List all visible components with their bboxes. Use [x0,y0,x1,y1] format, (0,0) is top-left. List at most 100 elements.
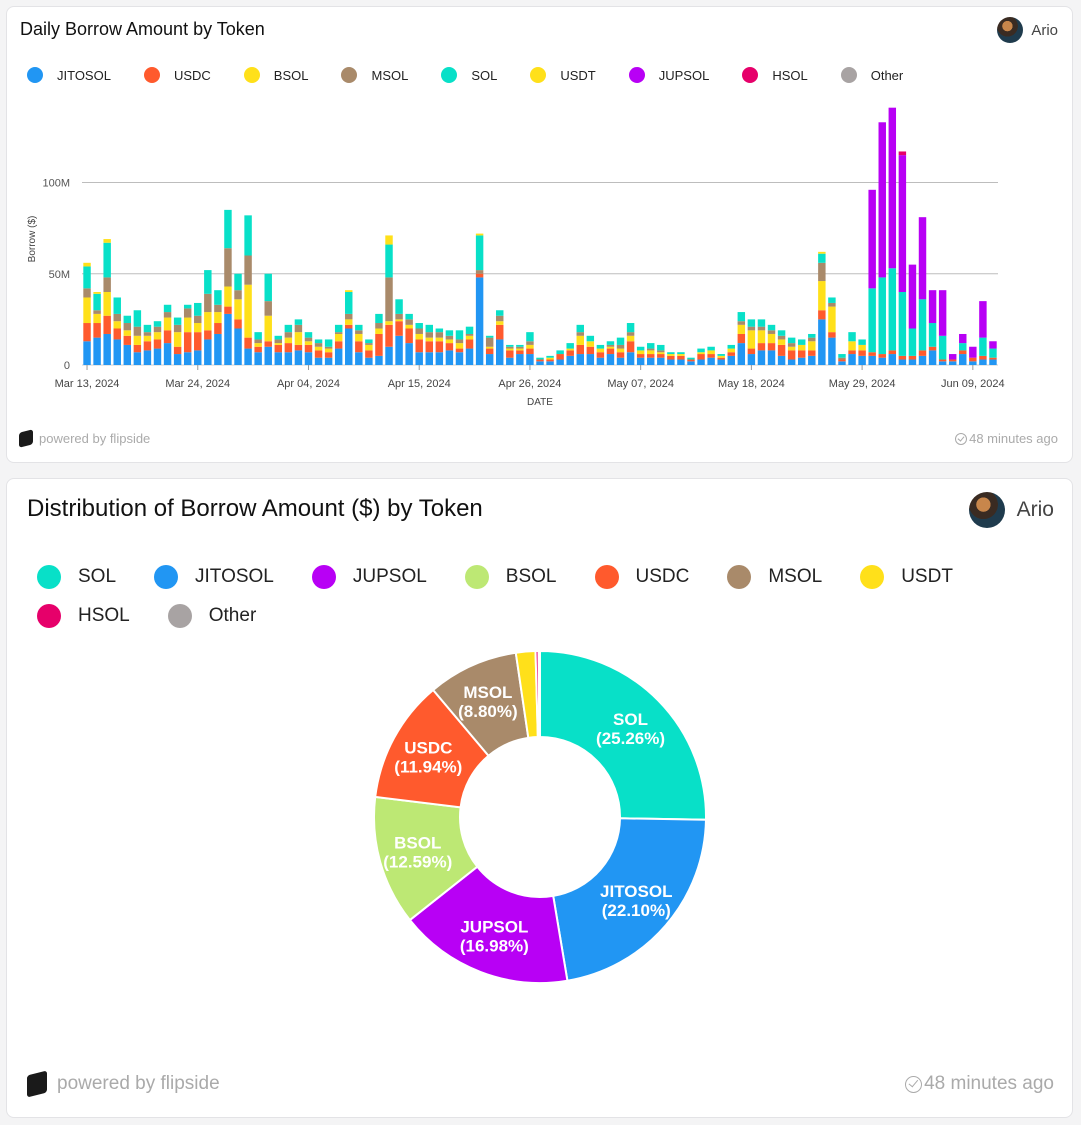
bar-segment-usdc[interactable] [304,344,313,353]
bar-segment-sol[interactable] [667,352,675,355]
bar-segment-jitosol[interactable] [516,354,524,365]
bar-segment-jitosol[interactable] [143,350,152,365]
bar-segment-usdc[interactable] [224,306,232,314]
bar-segment-usdc[interactable] [526,348,534,355]
bar-segment-usdc[interactable] [143,341,152,351]
bar-segment-jupsol[interactable] [888,107,897,269]
bar-segment-bsol[interactable] [314,346,323,351]
bar-segment-jitosol[interactable] [194,350,202,365]
bar-segment-sol[interactable] [556,350,564,355]
bar-segment-msol[interactable] [324,346,333,349]
bar-segment-bsol[interactable] [385,321,393,325]
bar-segment-jupsol[interactable] [928,290,937,324]
bar-segment-usdc[interactable] [294,344,303,351]
bar-segment-bsol[interactable] [818,281,826,311]
legend-item-sol[interactable]: SOL [37,557,116,596]
legend-item-jupsol[interactable]: JUPSOL [311,557,427,596]
bar-segment-sol[interactable] [133,310,142,327]
bar-segment-jitosol[interactable] [948,361,957,365]
bar-segment-bsol[interactable] [626,335,635,342]
bar-segment-jitosol[interactable] [204,339,212,365]
bar-segment-sol[interactable] [959,343,967,351]
bar-segment-jitosol[interactable] [264,346,272,365]
bar-segment-usdc[interactable] [415,339,423,353]
bar-segment-usdc[interactable] [133,344,142,353]
bar-segment-bsol[interactable] [808,341,816,351]
bar-segment-jitosol[interactable] [133,352,142,366]
bar-segment-usdc[interactable] [244,337,252,349]
bar-segment-msol[interactable] [294,324,303,333]
bar-segment-usdc[interactable] [797,350,806,358]
bar-segment-jitosol[interactable] [405,343,413,365]
bar-segment-bsol[interactable] [304,341,313,345]
bar-segment-sol[interactable] [123,315,132,324]
bar-segment-usdc[interactable] [959,350,967,355]
bar-segment-jitosol[interactable] [375,355,383,366]
bar-segment-sol[interactable] [898,292,907,356]
bar-segment-usdc[interactable] [485,348,494,355]
bar-segment-jitosol[interactable] [928,350,937,365]
bar-segment-sol[interactable] [345,292,353,314]
bar-segment-usdc[interactable] [828,332,836,338]
bar-segment-msol[interactable] [465,333,474,336]
bar-segment-jitosol[interactable] [153,348,162,365]
bar-segment-jupsol[interactable] [948,354,957,360]
bar-segment-sol[interactable] [355,324,363,331]
bar-segment-usdc[interactable] [234,319,242,329]
bar-segment-jitosol[interactable] [445,350,454,365]
bar-segment-bsol[interactable] [113,321,121,329]
bar-segment-msol[interactable] [365,343,373,345]
bar-segment-jitosol[interactable] [163,343,172,365]
bar-segment-msol[interactable] [737,321,746,325]
bar-segment-msol[interactable] [355,330,363,334]
bar-segment-sol[interactable] [838,354,846,358]
bar-segment-msol[interactable] [234,290,242,300]
bar-segment-usdc[interactable] [556,354,564,360]
bar-segment-usdc[interactable] [324,352,333,358]
bar-segment-jitosol[interactable] [626,352,635,366]
bar-segment-usdc[interactable] [626,341,635,353]
bar-segment-jitosol[interactable] [616,357,625,365]
bar-segment-jitosol[interactable] [868,355,876,366]
legend-item-msol[interactable]: MSOL [341,65,408,85]
bar-segment-sol[interactable] [143,324,152,333]
bar-segment-sol[interactable] [828,297,836,303]
bar-segment-sol[interactable] [737,312,746,322]
bar-segment-jitosol[interactable] [818,319,826,366]
bar-segment-jupsol[interactable] [989,341,997,349]
bar-segment-sol[interactable] [445,330,454,336]
bar-segment-jitosol[interactable] [385,346,393,365]
bar-segment-bsol[interactable] [777,339,786,345]
bar-segment-msol[interactable] [647,348,655,351]
bar-segment-msol[interactable] [485,337,494,347]
bar-segment-usdc[interactable] [657,354,665,358]
bar-segment-msol[interactable] [657,350,665,353]
bar-segment-bsol[interactable] [737,324,746,334]
bar-segment-sol[interactable] [324,339,333,347]
bar-segment-jitosol[interactable] [546,361,554,365]
bar-segment-bsol[interactable] [707,350,715,355]
bar-segment-jitosol[interactable] [395,335,403,365]
bar-segment-jitosol[interactable] [304,352,313,366]
bar-segment-msol[interactable] [304,337,313,342]
bar-segment-usdc[interactable] [898,355,907,360]
bar-segment-sol[interactable] [606,341,615,345]
bar-segment-sol[interactable] [868,288,876,353]
bar-segment-sol[interactable] [334,324,343,333]
bar-segment-msol[interactable] [83,288,91,298]
bar-segment-sol[interactable] [485,335,494,338]
bar-segment-jitosol[interactable] [878,357,886,365]
bar-segment-usdc[interactable] [254,346,262,353]
bar-segment-msol[interactable] [787,343,796,347]
bar-segment-bsol[interactable] [697,352,705,355]
bar-segment-jitosol[interactable] [979,359,987,365]
bar-segment-sol[interactable] [264,273,272,302]
bar-segment-jitosol[interactable] [83,341,91,365]
bar-segment-sol[interactable] [767,324,776,331]
bar-segment-msol[interactable] [747,326,756,331]
legend-item-jupsol[interactable]: JUPSOL [628,65,709,85]
bar-segment-bsol[interactable] [214,312,222,324]
bar-segment-usdc[interactable] [163,330,172,344]
bar-segment-msol[interactable] [173,324,182,333]
bar-segment-msol[interactable] [767,330,776,334]
